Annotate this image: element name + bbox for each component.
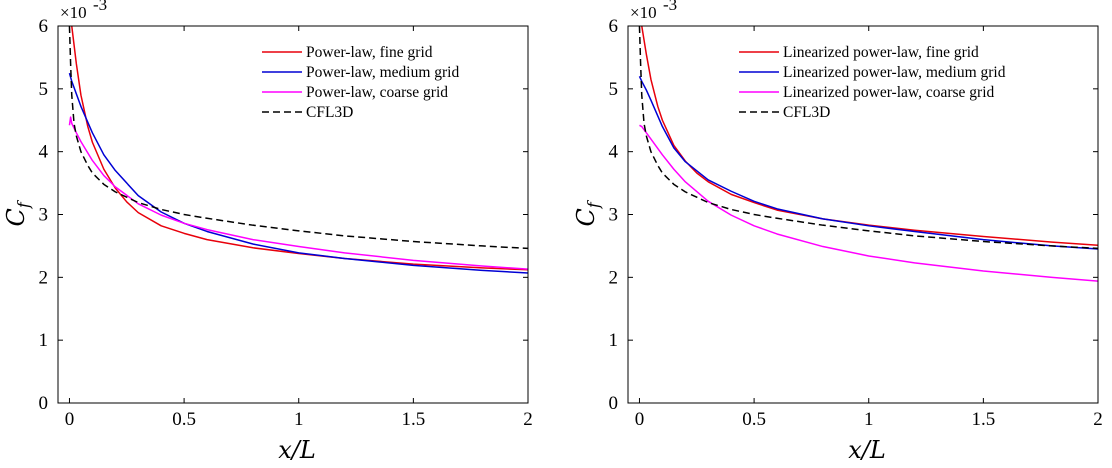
x-axis-label: x/L <box>278 436 316 464</box>
series-line-2 <box>638 75 1098 250</box>
series-line-3 <box>68 116 528 270</box>
legend-label: Linearized power-law, coarse grid <box>783 84 995 101</box>
x-tick-label: 0.5 <box>742 409 766 430</box>
series-line-2 <box>68 72 528 274</box>
legend-label: Power-law, medium grid <box>306 64 459 81</box>
legend-label: CFL3D <box>783 104 830 121</box>
x-tick-label: 1 <box>294 409 304 430</box>
y-tick-label: 5 <box>609 79 619 100</box>
y-tick-label: 4 <box>609 142 619 163</box>
series-line-1 <box>641 26 1098 247</box>
y-tick-label: 1 <box>39 330 49 351</box>
y-exponent-label: ×10 <box>630 3 657 22</box>
y-axis-label: Cf <box>572 199 603 226</box>
x-tick-label: 0.5 <box>172 409 196 430</box>
series-line-4 <box>68 26 528 250</box>
y-tick-label: 1 <box>609 330 619 351</box>
chart-panel-2: 0 0.5 1 1.5 2 0 1 2 3 4 5 6 ×10 -3 x/L Cf Linearized pow… <box>572 0 1103 464</box>
y-tick-label: 4 <box>39 142 49 163</box>
x-tick-label: 2 <box>523 409 533 430</box>
x-tick-label: 1 <box>864 409 874 430</box>
y-tick-label: 2 <box>39 267 49 288</box>
legend-label: Linearized power-law, fine grid <box>783 44 979 61</box>
x-tick-label: 0 <box>635 409 645 430</box>
y-tick-label: 5 <box>39 79 49 100</box>
legend-label: Linearized power-law, medium grid <box>783 64 1006 81</box>
y-exponent-label: ×10 <box>60 3 87 22</box>
y-tick-label: 6 <box>39 16 49 37</box>
y-tick-label: 2 <box>609 267 619 288</box>
y-tick-label: 3 <box>39 205 49 226</box>
y-tick-label: 6 <box>609 16 619 37</box>
legend: Linearized power-law, fine grid Linearize… <box>739 44 1006 121</box>
x-axis-label: x/L <box>848 436 886 464</box>
series-line-4 <box>638 26 1098 250</box>
y-axis-label: Cf <box>2 199 33 226</box>
y-tick-label: 0 <box>609 393 619 414</box>
plot-frame <box>627 25 1099 404</box>
series-line-3 <box>639 124 1098 282</box>
x-tick-label: 0 <box>65 409 75 430</box>
y-tick-label: 3 <box>609 205 619 226</box>
x-tick-label: 2 <box>1093 409 1103 430</box>
legend-label: CFL3D <box>306 104 353 121</box>
legend-label: Power-law, coarse grid <box>306 84 448 101</box>
x-tick-label: 1.5 <box>401 409 425 430</box>
plot-frame <box>57 25 529 404</box>
legend-label: Power-law, fine grid <box>306 44 433 61</box>
chart-panel-1: 0 0.5 1 1.5 2 0 1 2 3 4 5 6 ×10 -3 x/L Cf Power-law, fin… <box>2 0 533 464</box>
series-line-1 <box>71 26 528 271</box>
y-exponent-power: -3 <box>93 0 107 14</box>
y-tick-label: 0 <box>39 393 49 414</box>
legend: Power-law, fine grid Power-law, medium gr… <box>262 44 459 121</box>
y-exponent-power: -3 <box>663 0 677 14</box>
x-tick-label: 1.5 <box>971 409 995 430</box>
